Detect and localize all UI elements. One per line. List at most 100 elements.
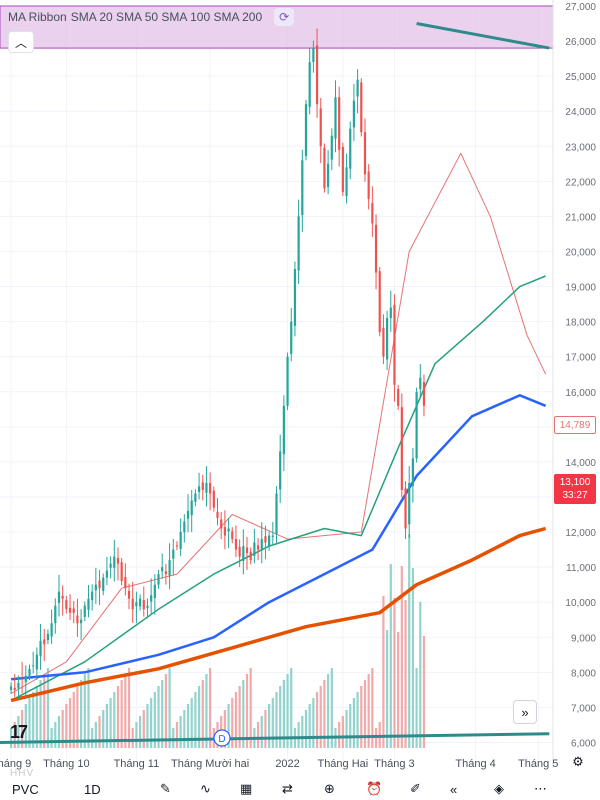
volume-bar [367,674,370,748]
y-tick-label: 11,000 [566,563,596,574]
indicator-legend[interactable]: MA Ribbon SMA 20 SMA 50 SMA 100 SMA 200 … [0,8,295,26]
candle-body [50,623,53,637]
candle-body [157,574,160,585]
volume-bar [323,680,326,748]
candle-body [172,549,175,559]
candle-body [183,521,186,533]
volume-bar [374,728,378,748]
candle-body [293,269,297,326]
alert-icon[interactable]: ⏰ [366,781,383,796]
sma-line-3 [10,394,547,681]
chevron-up-icon[interactable]: ︿ [8,31,34,53]
volume-bar [238,686,241,748]
draw-tool-icon[interactable]: ✎ [160,781,171,796]
volume-bar [72,692,75,748]
volume-bar [179,716,182,748]
candle-body [102,577,105,591]
candle-body [385,318,389,360]
candle-body [54,605,57,624]
candle-body [282,405,285,455]
candle-body [330,135,333,160]
double-chevron-right-icon[interactable]: » [513,700,537,724]
candle-body [205,482,208,493]
more-icon[interactable]: ⋯ [534,781,547,796]
volume-bar [54,722,57,748]
candle-body [301,160,304,216]
volume-bar [168,668,171,748]
dividend-marker[interactable]: D [213,729,231,747]
trendline [416,22,550,50]
candle-body [264,536,267,543]
candle-body [68,607,72,613]
volume-bar [385,630,389,748]
symbol-button[interactable]: PVC [12,781,39,797]
volume-bar [209,668,212,748]
volume-bar [113,692,116,748]
layers-icon[interactable]: ◈ [494,781,504,796]
indicator-name: MA Ribbon [8,10,67,24]
time-axis[interactable]: Tháng 9 Tháng 10 Tháng 11 Tháng Mười hai 202… [0,758,558,770]
volume-bar [68,698,72,748]
candle-body [382,327,385,357]
candle-body [238,546,241,557]
layout-icon[interactable]: ▦ [240,781,253,796]
volume-bar [268,704,271,748]
y-tick-label: 27,000 [565,2,596,13]
volume-bar [349,704,352,748]
volume-bar [422,636,426,748]
trendlines[interactable] [0,22,550,744]
volume-bar [227,704,230,748]
candle-body [91,591,94,601]
candle-body [334,97,337,139]
volume-bar [46,668,50,748]
candle-body [113,556,116,568]
volume-bar [43,674,46,748]
candle-body [72,608,75,613]
indicators-icon[interactable]: ∿ [200,781,211,796]
volume-bar [172,728,175,748]
volume-bar [242,680,245,748]
y-tick-label: 7,000 [571,703,596,714]
y-tick-label: 24,000 [565,107,596,118]
close-price-label: 13,100 33:27 [554,474,596,504]
x-tick-label: Tháng 5 [518,758,558,770]
candle-body [209,482,212,494]
add-icon[interactable]: ⊕ [324,781,335,796]
volume-bar [105,704,109,748]
candle-body [194,493,197,502]
y-tick-label: 20,000 [565,247,596,258]
cycle-icon[interactable]: ⟳ [274,8,295,26]
candlesticks [9,28,426,699]
candle-body [227,528,230,532]
volume-bar [186,704,190,748]
y-tick-label: 6,000 [571,738,596,749]
watermark: HHV [10,768,35,779]
candle-body [24,675,27,683]
candle-body [363,132,367,175]
replay-icon[interactable]: « [450,781,458,797]
candle-body [21,678,24,680]
candle-body [249,551,252,561]
volume-bar [264,710,267,748]
compare-icon[interactable]: ⇄ [282,781,293,796]
volume-bar [183,710,186,748]
candle-body [83,605,86,617]
volume-bar [408,534,411,748]
candle-body [197,486,201,493]
candle-body [411,458,415,486]
volume-bar [164,674,168,748]
sma-line-2 [10,275,546,702]
volume-bar [286,674,289,748]
candle-body [271,535,274,537]
candle-body [150,595,153,602]
interval-button[interactable]: 1D [84,781,101,797]
gear-icon[interactable]: ⚙ [572,754,584,769]
volume-bar [301,716,304,748]
trendline [0,732,550,744]
drawing-icon[interactable]: ✐ [410,781,421,796]
candle-body [32,665,35,667]
candle-body [319,108,322,147]
volume-bar [98,716,101,748]
candle-body [124,576,127,589]
